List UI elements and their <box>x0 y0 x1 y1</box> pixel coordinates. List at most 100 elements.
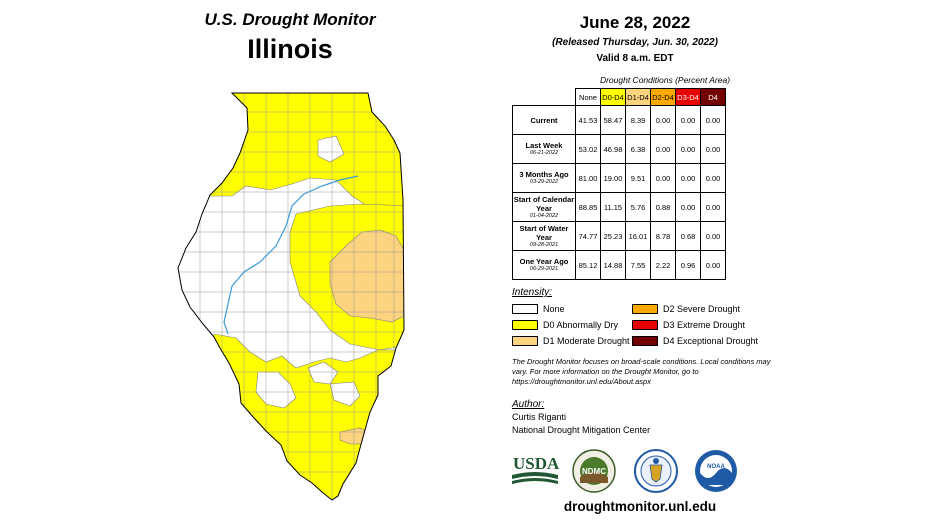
legend-title: Intensity: <box>512 287 553 298</box>
cell: 41.53 <box>575 105 601 135</box>
row-label: Start of Calendar Year 01-04-2022 <box>512 192 576 222</box>
cell: 11.15 <box>600 192 626 222</box>
legend-label: D0 Abnormally Dry <box>543 320 619 330</box>
legend-label: D3 Extreme Drought <box>663 320 746 330</box>
cell: 16.01 <box>625 221 651 251</box>
cell: 9.51 <box>625 163 651 193</box>
table-row: Start of Water Year 09-28-2021 74.77 25.2… <box>512 221 726 251</box>
table-row: Start of Calendar Year 01-04-2022 88.85 1… <box>512 192 726 222</box>
legend-label: D2 Severe Drought <box>663 304 741 314</box>
swatch-d3 <box>632 320 658 330</box>
cell: 19.00 <box>600 163 626 193</box>
map-supertitle: U.S. Drought Monitor <box>204 10 376 29</box>
illinois-drought-map <box>177 92 405 501</box>
row-label: 3 Months Ago 03-29-2022 <box>512 163 576 193</box>
cell: 0.00 <box>700 250 726 280</box>
table-header-row: None D0-D4 D1-D4 D2-D4 D3-D4 D4 <box>513 88 726 106</box>
cell: 88.85 <box>575 192 601 222</box>
legend-label: None <box>543 304 565 314</box>
table-row: Current 41.53 58.47 8.39 0.00 0.00 0.00 <box>512 105 726 135</box>
cell: 0.00 <box>675 163 701 193</box>
cell: 0.00 <box>700 192 726 222</box>
cell: 46.98 <box>600 134 626 164</box>
col-header-none: None <box>575 88 601 106</box>
row-label: Start of Water Year 09-28-2021 <box>512 221 576 251</box>
row-date: 09-28-2021 <box>529 241 559 248</box>
row-label: Last Week 06-21-2022 <box>512 134 576 164</box>
legend-item-none: None <box>512 304 565 314</box>
cell: 0.00 <box>675 192 701 222</box>
row-date: 06-21-2022 <box>529 150 559 156</box>
cell: 0.00 <box>700 163 726 193</box>
cell: 74.77 <box>575 221 601 251</box>
cell: 81.00 <box>575 163 601 193</box>
valid-time: Valid 8 a.m. EDT <box>596 53 674 64</box>
legend-item-d1: D1 Moderate Drought <box>512 336 630 346</box>
map-date: June 28, 2022 <box>579 13 691 32</box>
corner-cell <box>513 89 576 106</box>
legend-item-d3: D3 Extreme Drought <box>632 320 745 330</box>
cell: 53.02 <box>575 134 601 164</box>
cell: 85.12 <box>575 250 601 280</box>
row-label: One Year Ago 06-29-2021 <box>512 250 576 280</box>
usda-logo-text: USDA <box>513 454 560 473</box>
author-name: Curtis Riganti <box>512 412 567 422</box>
state-title: Illinois <box>247 34 333 64</box>
author-heading: Author: <box>512 399 545 410</box>
cell: 0.00 <box>700 221 726 251</box>
col-header-d1-d4: D1-D4 <box>625 88 651 106</box>
cell: 0.00 <box>650 134 676 164</box>
noaa-logo-text: NOAA <box>707 464 725 470</box>
cell: 7.55 <box>625 250 651 280</box>
row-date: 06-29-2021 <box>529 266 559 272</box>
author-org: National Drought Mitigation Center <box>512 425 651 435</box>
cell: 2.22 <box>650 250 676 280</box>
drought-areas <box>178 93 404 500</box>
cell: 8.39 <box>625 105 651 135</box>
cell: 0.00 <box>675 105 701 135</box>
cell: 8.78 <box>650 221 676 251</box>
legend-item-d2: D2 Severe Drought <box>632 304 740 314</box>
cell: 0.88 <box>650 192 676 222</box>
col-header-d4: D4 <box>700 88 726 106</box>
doc-seal-logo <box>634 449 678 493</box>
drought-conditions-table: None D0-D4 D1-D4 D2-D4 D3-D4 D4 Current … <box>512 88 726 280</box>
col-header-d2-d4: D2-D4 <box>650 88 676 106</box>
ndmc-logo-text: NDMC <box>582 467 606 476</box>
row-date: 03-29-2022 <box>529 179 559 185</box>
disclaimer-note: The Drought Monitor focuses on broad-sca… <box>512 357 771 386</box>
cell: 0.00 <box>700 105 726 135</box>
cell: 0.96 <box>675 250 701 280</box>
col-header-d0-d4: D0-D4 <box>600 88 626 106</box>
swatch-d1 <box>512 336 538 346</box>
footer-url: droughtmonitor.unl.edu <box>563 499 717 514</box>
ndmc-logo: NDMC <box>572 449 616 493</box>
cell: 0.00 <box>675 134 701 164</box>
row-label: Current <box>512 105 576 135</box>
table-caption: Drought Conditions (Percent Area) <box>599 75 731 85</box>
usda-logo: USDA <box>512 454 560 484</box>
cell: 58.47 <box>600 105 626 135</box>
swatch-none <box>512 304 538 314</box>
swatch-d0 <box>512 320 538 330</box>
release-date: (Released Thursday, Jun. 30, 2022) <box>552 37 718 48</box>
cell: 0.00 <box>650 105 676 135</box>
cell: 6.38 <box>625 134 651 164</box>
cell: 5.76 <box>625 192 651 222</box>
cell: 0.00 <box>700 134 726 164</box>
noaa-logo: NOAA <box>695 450 737 492</box>
table-row: Last Week 06-21-2022 53.02 46.98 6.38 0.0… <box>512 134 726 164</box>
legend-item-d4: D4 Exceptional Drought <box>632 336 758 346</box>
author-block: Curtis Riganti National Drought Mitigati… <box>512 411 650 437</box>
cell: 0.00 <box>650 163 676 193</box>
legend-label: D4 Exceptional Drought <box>663 336 759 346</box>
cell: 0.68 <box>675 221 701 251</box>
row-date: 01-04-2022 <box>529 212 559 219</box>
legend-label: D1 Moderate Drought <box>543 336 630 346</box>
cell: 25.23 <box>600 221 626 251</box>
swatch-d4 <box>632 336 658 346</box>
col-header-d3-d4: D3-D4 <box>675 88 701 106</box>
legend-item-d0: D0 Abnormally Dry <box>512 320 618 330</box>
cell: 14.88 <box>600 250 626 280</box>
table-row: One Year Ago 06-29-2021 85.12 14.88 7.55 … <box>512 250 726 280</box>
